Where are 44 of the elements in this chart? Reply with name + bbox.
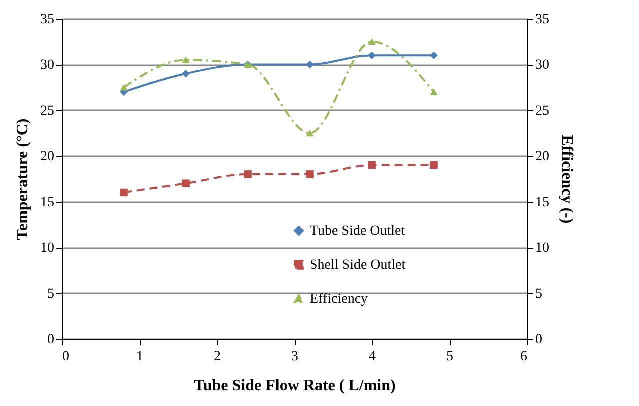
point [306,130,314,137]
y-tick-label: 25 [40,104,54,119]
point [306,60,314,69]
x-axis-title: Tube Side Flow Rate ( L/min) [194,378,396,394]
y-tick-label: 0 [48,332,54,348]
y-axis-title: Temperature (°C) [14,118,32,240]
point [430,52,438,60]
point [120,84,128,91]
point [182,56,190,64]
y2-tick-label: 5 [536,286,542,302]
x-tick-label: 3 [292,350,298,364]
y2-tick-label: 15 [536,195,550,210]
point [182,70,190,78]
x-tick-label: 0 [62,350,70,364]
point [306,170,314,178]
y2-tick-label: 20 [536,150,550,165]
legend-label: Efficiency [310,292,368,307]
point [368,161,376,170]
point [430,161,438,170]
point [120,188,128,197]
y-tick-label: 30 [40,58,54,74]
y-tick-label: 35 [40,12,54,28]
y2-tick-label: 25 [536,104,550,119]
y-tick-label: 20 [40,150,54,165]
legend-label: Shell Side Outlet [310,258,406,273]
y2-tick-label: 0 [536,332,542,348]
point [244,170,252,178]
point [368,38,376,46]
x-tick-label: 5 [446,350,454,364]
point [368,52,376,60]
x-tick-label: 6 [520,350,528,364]
x-tick-label: 2 [214,350,221,364]
point [430,88,438,96]
legend-label: Tube Side Outlet [310,224,406,239]
x-tick-label: 1 [136,350,144,364]
y-tick-label: 5 [48,286,54,302]
y2-tick-label: 10 [536,241,550,256]
y2-tick-label: 30 [536,58,550,74]
y2-tick-label: 35 [536,12,550,28]
y2-axis-title: Efficiency (-) [558,135,576,224]
y-tick-label: 10 [40,241,54,256]
x-tick-label: 4 [369,350,376,364]
point [182,180,190,188]
y-tick-label: 15 [40,195,54,210]
